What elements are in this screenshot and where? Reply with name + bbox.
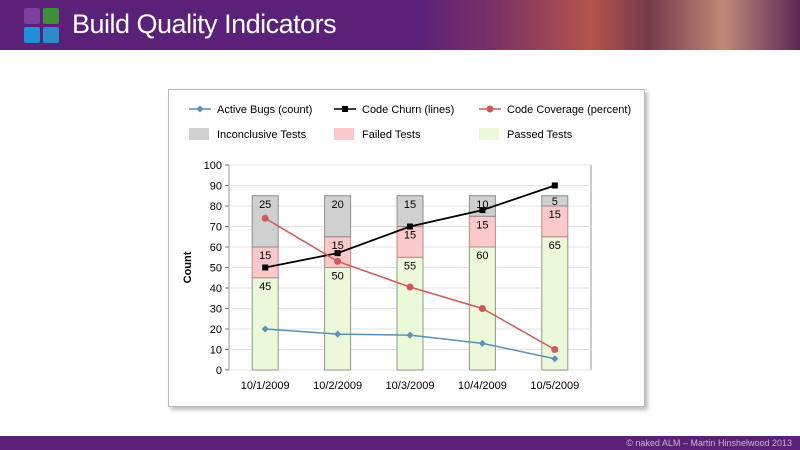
legend-label: Code Churn (lines)	[362, 104, 454, 116]
y-tick-label: 0	[216, 365, 222, 377]
bar-value-label: 55	[404, 260, 416, 272]
footer-bar: © naked ALM – Martin Hinshelwood 2013	[0, 436, 800, 450]
data-point	[334, 250, 341, 257]
bar-segment	[396, 226, 424, 258]
data-point	[407, 223, 413, 230]
bar-segment	[396, 195, 424, 227]
page-title: Build Quality Indicators	[72, 9, 337, 39]
y-tick-label: 60	[210, 242, 222, 254]
legend-label: Failed Tests	[362, 129, 421, 141]
x-tick-label: 10/4/2009	[458, 380, 507, 392]
data-point	[334, 257, 342, 265]
bar-segment	[396, 256, 424, 371]
bar-value-label: 50	[331, 271, 343, 283]
chart-panel: 0 10 20 30 40 50 60 70 80 90 100 Count 10/1/2009 10/2…	[168, 89, 645, 407]
y-tick-label: 40	[210, 283, 222, 295]
banner-photo	[420, 0, 800, 50]
bar-segment	[324, 195, 352, 238]
data-point	[262, 264, 269, 271]
y-tick-label: 70	[210, 222, 222, 234]
bar-value-label: 15	[331, 240, 343, 252]
logo-cloud-icon	[24, 27, 40, 43]
bar-segment	[541, 205, 569, 238]
y-tick-label: 100	[204, 160, 222, 172]
logo	[24, 8, 60, 44]
y-tick-label: 20	[210, 324, 222, 336]
y-tick-label: 90	[210, 181, 222, 193]
data-point	[551, 355, 559, 363]
data-point	[406, 283, 414, 291]
data-point	[406, 331, 414, 339]
bar-value-label: 25	[259, 199, 271, 211]
x-tick-label: 10/3/2009	[386, 380, 435, 392]
bar-segment	[541, 195, 569, 207]
legend-label: Code Coverage (percent)	[507, 104, 631, 116]
legend-marker	[486, 105, 494, 113]
logo-tree-icon	[43, 8, 59, 24]
bar-value-label: 15	[404, 230, 416, 242]
legend-label: Inconclusive Tests	[217, 129, 307, 141]
x-tick-label: 10/2/2009	[313, 380, 362, 392]
legend-label: Passed Tests	[507, 129, 573, 141]
data-point	[478, 305, 486, 312]
y-axis-label: Count	[182, 251, 194, 283]
logo-vs-icon	[24, 8, 40, 24]
legend-swatch	[189, 128, 209, 140]
data-point	[479, 207, 486, 214]
data-point	[551, 346, 559, 353]
bar-segment	[251, 246, 279, 279]
logo-cycle-icon	[43, 27, 59, 43]
y-tick-label: 30	[210, 304, 222, 316]
footer-credit: © naked ALM – Martin Hinshelwood 2013	[626, 438, 792, 448]
bar-value-label: 15	[259, 250, 271, 262]
legend-swatch	[334, 128, 354, 140]
bar-segment	[324, 267, 352, 371]
x-tick-label: 10/5/2009	[530, 380, 579, 392]
data-point	[261, 325, 269, 333]
bar-value-label: 15	[476, 219, 488, 231]
header-banner: Build Quality Indicators	[0, 0, 800, 50]
y-tick-label: 10	[210, 345, 222, 357]
y-tick-label: 80	[210, 201, 222, 213]
bar-value-label: 60	[476, 250, 488, 262]
bar-value-label: 15	[404, 199, 416, 211]
y-tick-label: 50	[210, 263, 222, 275]
build-quality-chart: 0 10 20 30 40 50 60 70 80 90 100 Count 10/1/2009 10/2…	[182, 104, 631, 392]
bar-value-label: 5	[552, 196, 558, 208]
legend-marker	[196, 105, 204, 113]
bar-value-label: 10	[476, 199, 488, 211]
legend-swatch	[479, 128, 499, 140]
bar-value-label: 15	[549, 209, 561, 221]
bar-value-label: 45	[259, 281, 271, 293]
x-tick-label: 10/1/2009	[241, 380, 290, 392]
bar-value-label: 20	[331, 199, 343, 211]
legend-label: Active Bugs (count)	[217, 104, 312, 116]
data-point	[551, 182, 558, 189]
legend-marker	[342, 106, 348, 112]
data-point	[261, 214, 269, 222]
bar-value-label: 65	[549, 240, 561, 252]
data-point	[478, 339, 486, 347]
data-point	[334, 330, 342, 338]
